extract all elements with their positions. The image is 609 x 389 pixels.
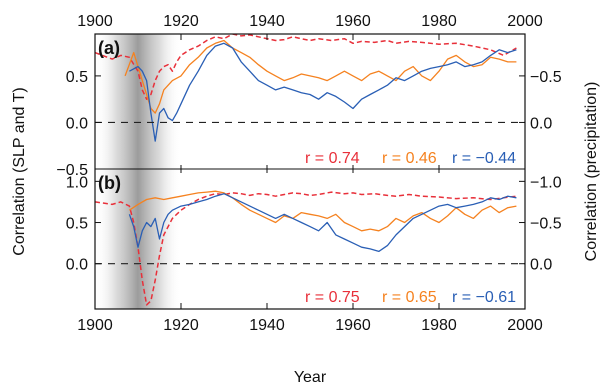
x-tick-label-top: 2000: [507, 13, 543, 30]
panel-label: (b): [98, 173, 121, 193]
left-y-tick-label: 0.0: [66, 257, 88, 274]
left-y-tick-label: 0.0: [66, 115, 88, 132]
left-y-tick-label: 0.5: [66, 69, 88, 86]
x-tick-label-top: 1960: [335, 13, 371, 30]
right-y-tick-label: −0.5: [530, 216, 562, 233]
x-tick-label-bottom: 1920: [163, 317, 199, 334]
left-y-tick-label: 0.5: [66, 216, 88, 233]
correlation-stat-blue: r = −0.61: [452, 289, 516, 306]
x-tick-label-bottom: 2000: [507, 317, 543, 334]
left-y-tick-label: 1.0: [66, 174, 88, 191]
correlation-stat-orange: r = 0.46: [382, 150, 437, 167]
x-tick-label-top: 1920: [163, 13, 199, 30]
x-tick-label-top: 1940: [249, 13, 285, 30]
x-tick-label-top: 1900: [77, 13, 113, 30]
panel-label: (a): [98, 38, 120, 58]
right-y-tick-label: 0.0: [530, 115, 552, 132]
x-tick-label-bottom: 1940: [249, 317, 285, 334]
correlation-stat-orange: r = 0.65: [382, 289, 437, 306]
right-axis-title: Correlation (precipitation): [583, 82, 600, 262]
x-axis-title: Year: [294, 369, 327, 386]
blue-solid-series-line: [129, 194, 516, 252]
orange-solid-series-line: [129, 191, 516, 231]
shaded-period-band: [95, 34, 181, 309]
blue-solid-series-line: [129, 43, 516, 141]
correlation-stat-red: r = 0.74: [305, 150, 360, 167]
orange-solid-series-line: [125, 41, 516, 114]
right-y-tick-label: −0.5: [530, 69, 562, 86]
x-tick-label-bottom: 1980: [421, 317, 457, 334]
x-tick-label-bottom: 1960: [335, 317, 371, 334]
correlation-stat-red: r = 0.75: [305, 289, 360, 306]
x-tick-label-bottom: 1900: [77, 317, 113, 334]
correlation-stat-blue: r = −0.44: [452, 150, 516, 167]
left-axis-title: Correlation (SLP and T): [11, 87, 28, 255]
right-y-tick-label: 0.0: [530, 257, 552, 274]
x-tick-label-top: 1980: [421, 13, 457, 30]
right-y-tick-label: −1.0: [530, 174, 562, 191]
